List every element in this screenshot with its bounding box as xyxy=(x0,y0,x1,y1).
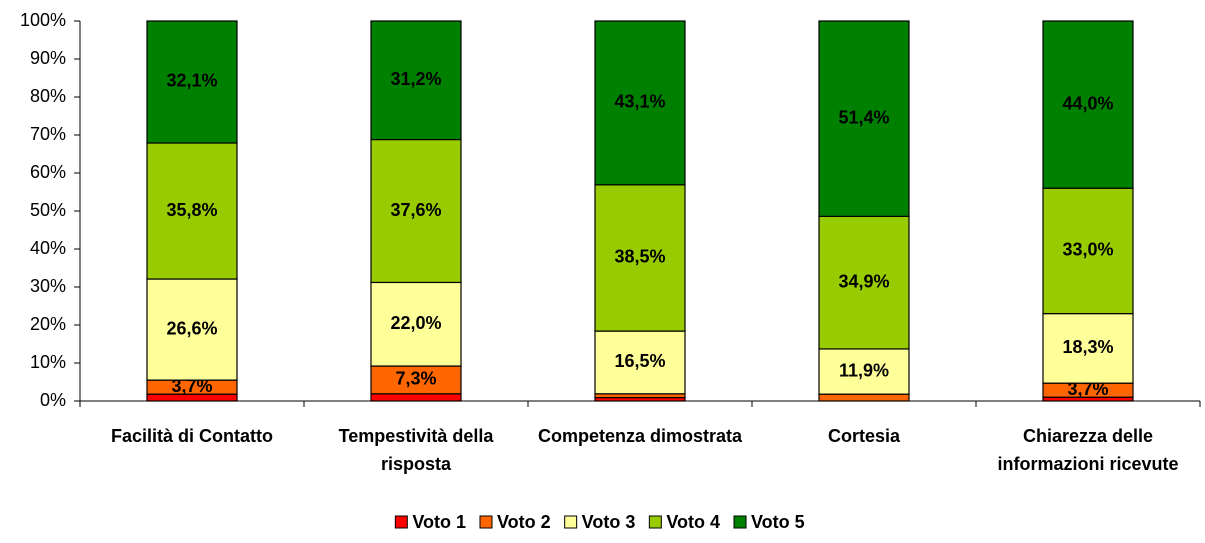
data-label: 44,0% xyxy=(1062,93,1113,113)
data-label: 11,9% xyxy=(839,360,889,380)
data-label: 3,7% xyxy=(171,376,212,396)
y-tick-label: 60% xyxy=(30,162,66,182)
bar-segment xyxy=(594,330,686,395)
bar-segment xyxy=(818,393,910,402)
x-tick-label-line: Tempestività della xyxy=(339,426,495,446)
legend-swatch xyxy=(564,515,578,529)
bar-segment xyxy=(370,20,462,141)
data-label: 22,0% xyxy=(390,313,441,333)
y-tick-label: 40% xyxy=(30,238,66,258)
legend-label: Voto 2 xyxy=(497,512,551,532)
data-label: 32,1% xyxy=(166,71,217,91)
data-label: 38,5% xyxy=(614,247,665,267)
bar-segment xyxy=(146,278,238,381)
y-tick-label: 50% xyxy=(30,200,66,220)
data-label: 18,3% xyxy=(1062,337,1113,357)
bar-segment xyxy=(1042,20,1134,189)
x-tick-label-line: Cortesia xyxy=(828,426,901,446)
legend-label: Voto 5 xyxy=(751,512,805,532)
bar-segment xyxy=(370,365,462,395)
data-label: 43,1% xyxy=(614,92,665,112)
legend: Voto 1 Voto 2 Voto 3 Voto 4 Voto 5 xyxy=(394,512,805,532)
bar-segment xyxy=(146,142,238,280)
x-tick-label: Cortesia xyxy=(828,426,901,446)
x-tick-label: Chiarezza delle informazioni ricevute xyxy=(997,426,1178,474)
legend-swatch xyxy=(479,515,493,529)
data-label: 26,6% xyxy=(166,318,217,338)
bar-segment xyxy=(370,138,462,284)
y-tick-label: 100% xyxy=(20,10,66,30)
data-label: 3,7% xyxy=(1067,379,1108,399)
x-tick-label-line: informazioni ricevute xyxy=(997,454,1178,474)
legend-label: Voto 3 xyxy=(582,512,636,532)
x-tick-label-line: Competenza dimostrata xyxy=(538,426,743,446)
legend-swatch xyxy=(394,515,408,529)
bar-segment xyxy=(818,215,910,350)
data-label: 7,3% xyxy=(395,369,436,389)
data-label: 34,9% xyxy=(838,271,889,291)
bar-segment xyxy=(594,184,686,332)
y-tick-label: 0% xyxy=(40,390,66,410)
bar-segment xyxy=(818,20,910,217)
data-label: 37,6% xyxy=(390,200,441,220)
data-label: 16,5% xyxy=(614,351,665,371)
bar-segment xyxy=(818,348,910,395)
data-label: 33,0% xyxy=(1062,240,1113,260)
bar-segment xyxy=(1042,187,1134,315)
x-tick-label-line: risposta xyxy=(381,454,452,474)
bar-segment xyxy=(146,20,238,144)
y-tick-label: 10% xyxy=(30,352,66,372)
y-tick-label: 80% xyxy=(30,86,66,106)
y-tick-label: 20% xyxy=(30,314,66,334)
legend-swatch xyxy=(648,515,662,529)
data-label: 31,2% xyxy=(390,69,441,89)
x-tick-label-line: Facilità di Contatto xyxy=(111,426,273,446)
x-tick-label-line: Chiarezza delle xyxy=(1023,426,1153,446)
bar-segment xyxy=(1042,313,1134,384)
legend-label: Voto 1 xyxy=(412,512,466,532)
bar-segment xyxy=(594,20,686,186)
bar-segment xyxy=(370,281,462,367)
legend-swatch xyxy=(733,515,747,529)
x-tick-label: Tempestività della risposta xyxy=(339,426,495,474)
data-label: 35,8% xyxy=(166,200,217,220)
y-tick-label: 70% xyxy=(30,124,66,144)
x-tick-label: Facilità di Contatto xyxy=(111,426,273,446)
legend-label: Voto 4 xyxy=(666,512,720,532)
data-label: 51,4% xyxy=(838,107,889,127)
x-tick-label: Competenza dimostrata xyxy=(538,426,743,446)
bar-segment xyxy=(370,393,462,402)
y-tick-label: 30% xyxy=(30,276,66,296)
y-tick-label: 90% xyxy=(30,48,66,68)
